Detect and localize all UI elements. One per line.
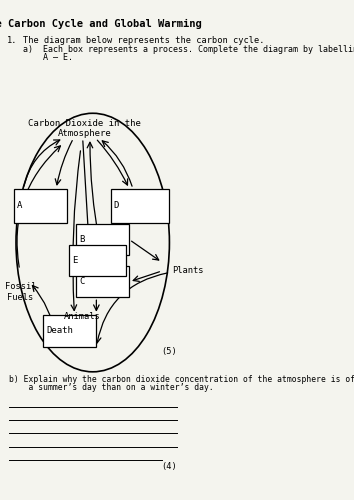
Text: (5): (5) [161, 347, 177, 356]
Text: 1.: 1. [7, 36, 17, 45]
Text: B: B [79, 235, 84, 244]
Text: Animals: Animals [64, 312, 101, 321]
Text: Carbon Dioxide in the
Atmosphere: Carbon Dioxide in the Atmosphere [28, 118, 141, 138]
Text: Plants: Plants [172, 266, 204, 276]
Text: A – E.: A – E. [23, 53, 73, 62]
Text: b) Explain why the carbon dioxide concentration of the atmosphere is often less : b) Explain why the carbon dioxide concen… [9, 376, 354, 384]
Text: a summer’s day than on a winter’s day.: a summer’s day than on a winter’s day. [9, 384, 213, 392]
Text: E: E [72, 256, 77, 265]
FancyBboxPatch shape [111, 189, 170, 222]
Text: C: C [79, 278, 84, 286]
Text: Fossil
Fuels: Fossil Fuels [5, 282, 36, 302]
Text: The Carbon Cycle and Global Warming: The Carbon Cycle and Global Warming [0, 19, 202, 29]
FancyBboxPatch shape [44, 314, 96, 347]
FancyBboxPatch shape [76, 266, 129, 297]
Text: The diagram below represents the carbon cycle.: The diagram below represents the carbon … [23, 36, 265, 45]
Text: A: A [17, 201, 22, 210]
FancyBboxPatch shape [76, 224, 129, 255]
Text: Death: Death [46, 326, 73, 336]
Text: a)  Each box represents a process. Complete the diagram by labelling the process: a) Each box represents a process. Comple… [23, 45, 354, 54]
FancyBboxPatch shape [69, 245, 126, 276]
FancyBboxPatch shape [14, 189, 67, 222]
Text: (4): (4) [161, 462, 177, 471]
Text: D: D [114, 201, 119, 210]
